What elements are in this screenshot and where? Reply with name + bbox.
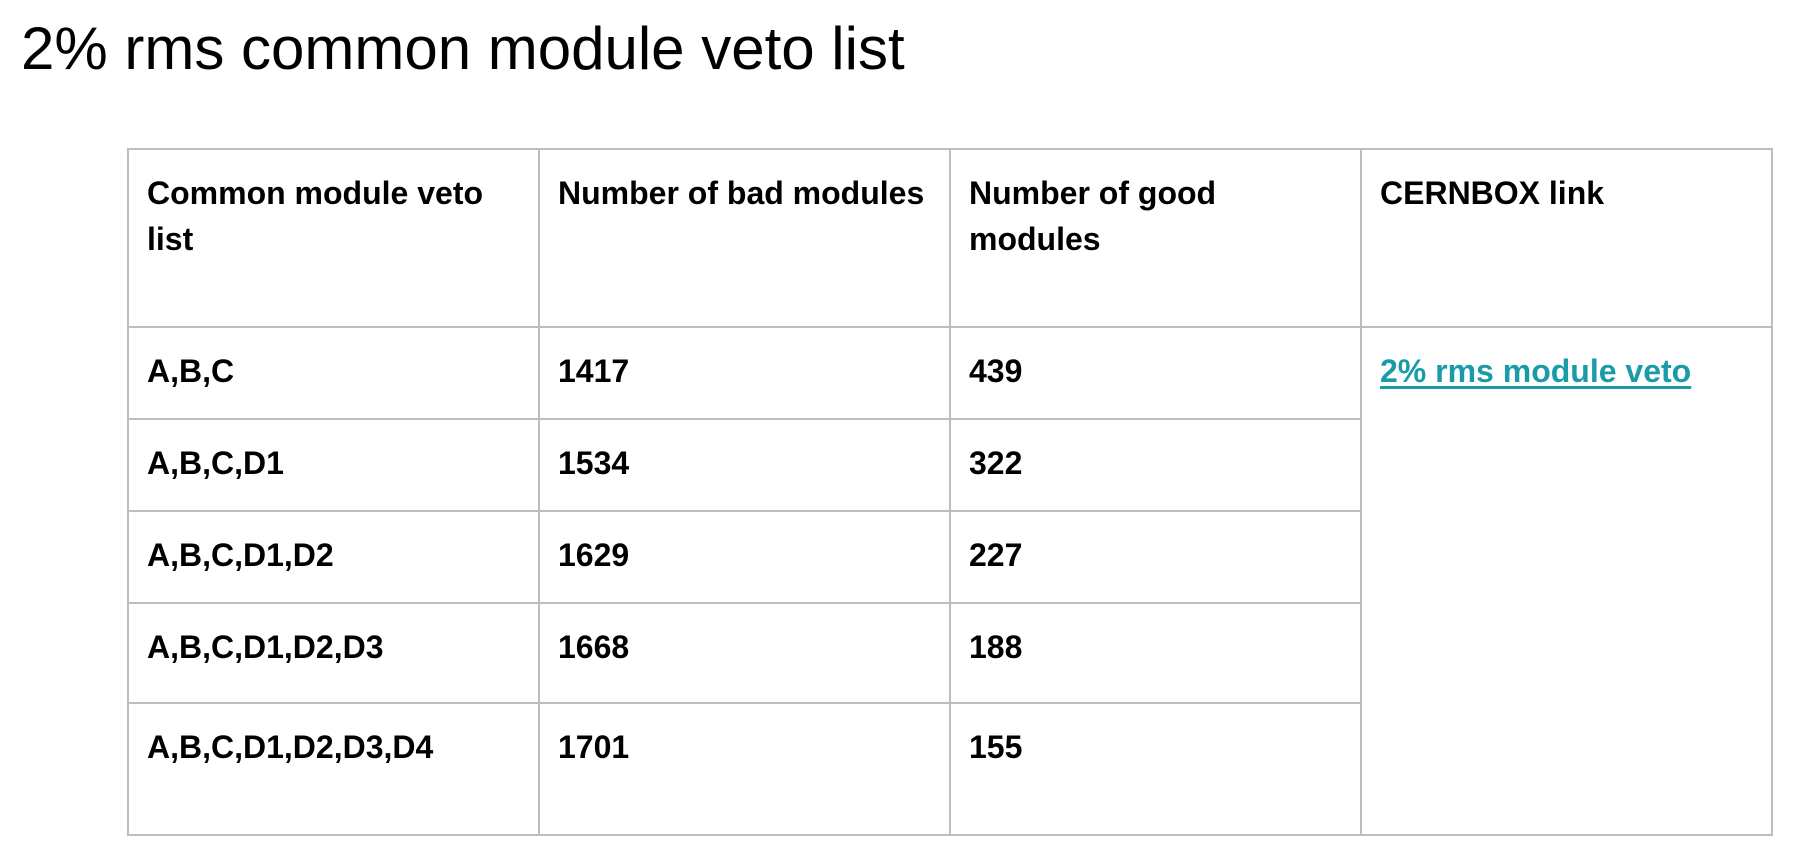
header-good-modules: Number of good modules (949, 148, 1362, 328)
table-row: A,B,C,D1 1534 322 (127, 418, 1772, 512)
cell-good-modules: 322 (949, 418, 1362, 512)
header-row: Common module veto list Number of bad mo… (127, 148, 1773, 328)
table-row: A,B,C 1417 439 2% rms module veto (127, 326, 1773, 836)
cell-veto-list: A,B,C,D1,D2,D3 (127, 602, 540, 704)
cell-cernbox-link: 2% rms module veto (1360, 326, 1773, 836)
cell-bad-modules: 1701 (538, 702, 951, 836)
table-row: A,B,C,D1,D2 1629 227 (127, 510, 1772, 604)
page-title: 2% rms common module veto list (21, 15, 905, 82)
cernbox-link[interactable]: 2% rms module veto (1380, 353, 1692, 389)
veto-table: Common module veto list Number of bad mo… (127, 148, 1773, 836)
header-bad-modules: Number of bad modules (538, 148, 951, 328)
header-veto-list: Common module veto list (127, 148, 540, 328)
cell-veto-list: A,B,C,D1,D2 (127, 510, 540, 604)
cell-veto-list: A,B,C,D1 (127, 418, 540, 512)
table-row: A,B,C,D1,D2,D3,D4 1701 155 (127, 702, 1772, 836)
cell-veto-list: A,B,C,D1,D2,D3,D4 (127, 702, 540, 836)
cell-bad-modules: 1629 (538, 510, 951, 604)
cell-veto-list: A,B,C (127, 326, 540, 420)
cell-good-modules: 227 (949, 510, 1362, 604)
header-cernbox-link: CERNBOX link (1360, 148, 1773, 328)
table-row: A,B,C,D1,D2,D3 1668 188 (127, 602, 1772, 704)
cell-bad-modules: 1417 (538, 326, 951, 420)
cell-good-modules: 155 (949, 702, 1362, 836)
cell-good-modules: 188 (949, 602, 1362, 704)
cell-good-modules: 439 (949, 326, 1362, 420)
cell-bad-modules: 1668 (538, 602, 951, 704)
cell-bad-modules: 1534 (538, 418, 951, 512)
